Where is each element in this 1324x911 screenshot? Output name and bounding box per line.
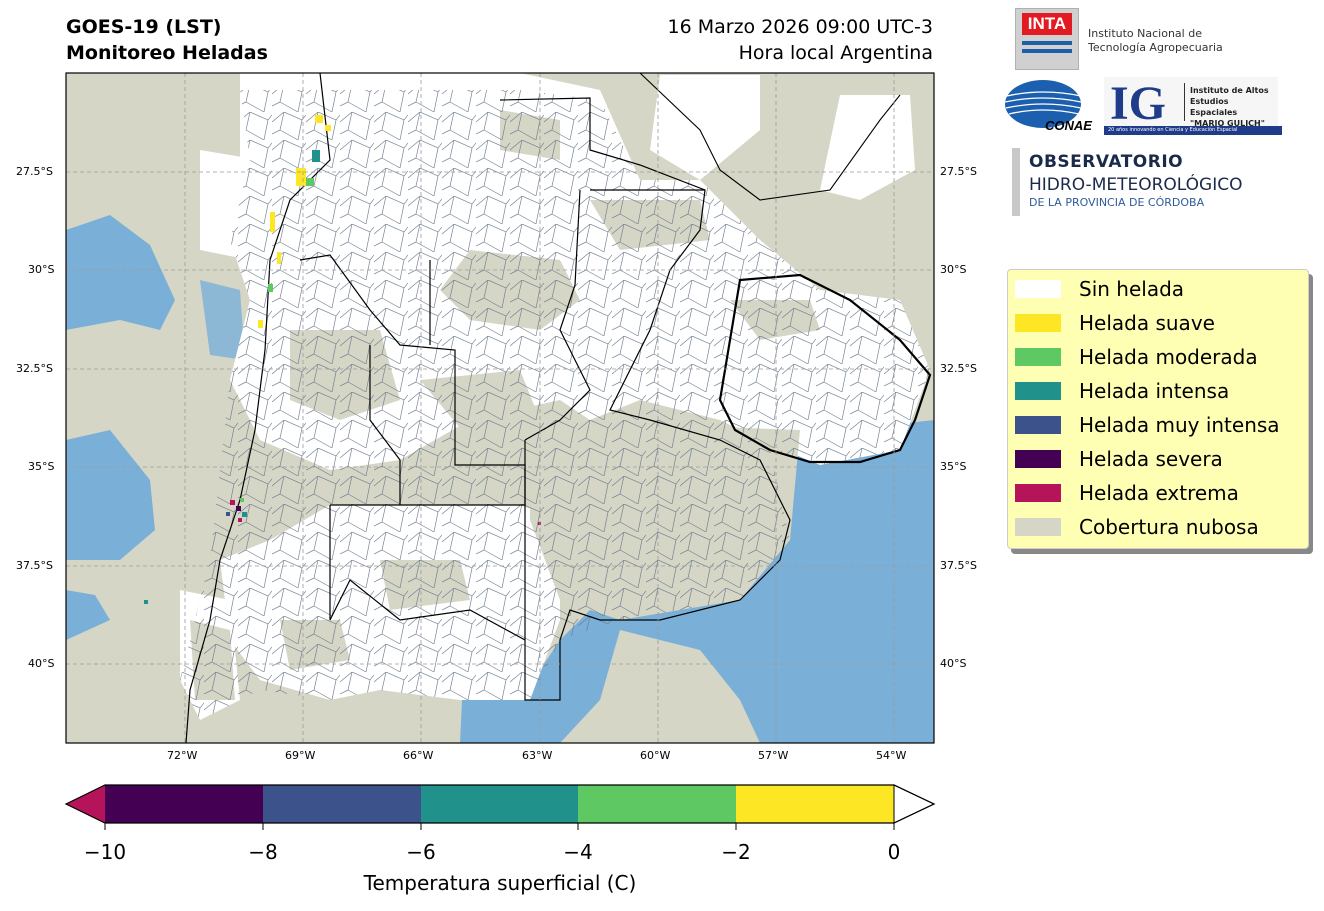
lat-label-left: 40°S (28, 657, 55, 670)
legend-label: Cobertura nubosa (1079, 515, 1259, 539)
lat-label-left: 35°S (28, 460, 55, 473)
legend-label: Helada intensa (1079, 379, 1230, 403)
colorbar-segment (736, 785, 894, 823)
inta-name: Instituto Nacional de Tecnología Agropec… (1088, 27, 1223, 54)
colorbar-tick: −2 (721, 840, 751, 864)
date-line: 16 Marzo 2026 09:00 UTC-3 (667, 16, 934, 38)
lat-label-right: 37.5°S (940, 559, 977, 572)
lat-label-right: 40°S (940, 657, 967, 670)
ig-logo: IG Instituto de Altos Estudios Espaciale… (1104, 77, 1282, 135)
lon-label: 69°W (285, 749, 316, 762)
legend-label: Helada severa (1079, 447, 1223, 471)
colorbar-segment (263, 785, 421, 823)
obs-province: DE LA PROVINCIA DE CÓRDOBA (1029, 196, 1205, 209)
lat-label-right: 32.5°S (940, 362, 977, 375)
title-line-2: Monitoreo Heladas (66, 42, 268, 64)
colorbar-tick: −4 (563, 840, 593, 864)
colorbar-segment (578, 785, 736, 823)
colorbar-tick: −6 (406, 840, 436, 864)
conae-text: CONAE (1045, 118, 1092, 133)
colorbar-segment (421, 785, 578, 823)
map-title: GOES-19 (LST) Monitoreo Heladas (66, 14, 268, 66)
map-frame (65, 72, 935, 744)
lon-label: 54°W (876, 749, 907, 762)
lat-label-right: 35°S (940, 460, 967, 473)
colorbar (64, 784, 936, 830)
date-header: 16 Marzo 2026 09:00 UTC-3 Hora local Arg… (668, 14, 934, 66)
legend-label: Helada suave (1079, 311, 1215, 335)
inta-mark: INTA (1022, 13, 1072, 35)
lat-label-right: 30°S (940, 263, 967, 276)
lat-label-left: 27.5°S (16, 165, 53, 178)
colorbar-tick: −10 (83, 840, 127, 864)
legend-swatch (1015, 280, 1061, 298)
lon-label: 66°W (403, 749, 434, 762)
legend-swatch (1015, 518, 1061, 536)
legend-swatch (1015, 348, 1061, 366)
legend-swatch (1015, 416, 1061, 434)
department-boundaries (180, 90, 930, 720)
lon-label: 63°W (522, 749, 553, 762)
legend-item-helada-severa: Helada severa (1015, 446, 1223, 472)
colorbar-tick: −8 (248, 840, 278, 864)
legend-label: Helada extrema (1079, 481, 1239, 505)
lon-label: 60°W (640, 749, 671, 762)
legend-label: Helada moderada (1079, 345, 1258, 369)
lat-label-left: 37.5°S (16, 559, 53, 572)
legend-swatch (1015, 484, 1061, 502)
lon-label: 72°W (167, 749, 198, 762)
obs-subtitle: HIDRO-METEOROLÓGICO (1029, 175, 1243, 195)
colorbar-over-arrow (893, 784, 936, 824)
title-line-1: GOES-19 (LST) (66, 16, 222, 38)
ig-mark: IG (1110, 77, 1167, 130)
legend-item-helada-extrema: Helada extrema (1015, 480, 1239, 506)
obs-logo-bar (1012, 148, 1020, 216)
inta-logo: INTA (1015, 8, 1079, 70)
legend-item-helada-muy-intensa: Helada muy intensa (1015, 412, 1280, 438)
legend-swatch (1015, 314, 1061, 332)
legend-swatch (1015, 450, 1061, 468)
legend-item-helada-suave: Helada suave (1015, 310, 1215, 336)
uruguay-border (718, 273, 932, 464)
ocean-pacific (66, 215, 245, 640)
legend-swatch (1015, 382, 1061, 400)
legend-item-cobertura-nubosa: Cobertura nubosa (1015, 514, 1259, 540)
legend-label: Sin helada (1079, 277, 1185, 301)
legend-item-helada-moderada: Helada moderada (1015, 344, 1258, 370)
legend-item-helada-intensa: Helada intensa (1015, 378, 1229, 404)
graticule (66, 73, 934, 743)
colorbar-under-arrow (66, 785, 105, 823)
conae-logo: CONAE (1005, 80, 1092, 133)
obs-title: OBSERVATORIO (1029, 152, 1184, 172)
colorbar-label: Temperatura superficial (C) (363, 871, 637, 895)
colorbar-tick: 0 (887, 840, 901, 864)
lat-label-left: 32.5°S (16, 362, 53, 375)
lon-label: 57°W (758, 749, 789, 762)
timezone-line: Hora local Argentina (738, 42, 933, 64)
frost-pixels (144, 115, 541, 604)
lat-label-right: 27.5°S (940, 165, 977, 178)
legend-label: Helada muy intensa (1079, 413, 1280, 437)
lat-label-left: 30°S (28, 263, 55, 276)
country-border-north (520, 73, 901, 201)
legend-item-sin-helada: Sin helada (1015, 276, 1184, 302)
legend: Sin helada Helada suave Helada moderada … (1007, 269, 1309, 549)
colorbar-segment (105, 785, 263, 823)
